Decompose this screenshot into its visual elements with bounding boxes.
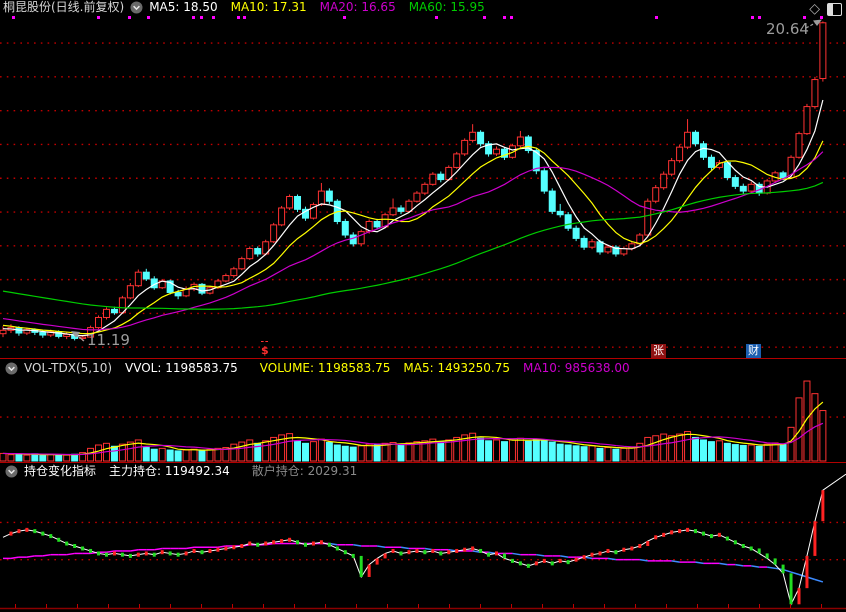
collapse-holdings-panel-button[interactable] bbox=[5, 465, 18, 478]
volume-panel-header: VOL-TDX(5,10) VVOL: 1198583.75 VOLUME: 1… bbox=[3, 361, 630, 375]
collapse-main-chart-button[interactable] bbox=[130, 1, 143, 14]
volume-ma5-label: MA5: 1493250.75 bbox=[403, 361, 510, 375]
holdings-panel-header: 持仓变化指标 主力持仓: 119492.34 散户持仓: 2029.31 bbox=[3, 464, 357, 478]
ma10-label: MA10: 17.31 bbox=[230, 0, 307, 14]
volume-ma10-label: MA10: 985638.00 bbox=[523, 361, 630, 375]
low-price-label: 11.19 bbox=[87, 331, 130, 349]
ma5-label: MA5: 18.50 bbox=[149, 0, 218, 14]
main-holdings-value: 主力持仓: 119492.34 bbox=[109, 464, 230, 478]
stock-title: 桐昆股份(日线.前复权) bbox=[3, 0, 125, 14]
high-price-label: 20.64 bbox=[766, 20, 809, 38]
news-badge-cai[interactable]: 财 bbox=[746, 344, 761, 358]
news-badge-zhang[interactable]: 张 bbox=[651, 344, 666, 358]
chevron-down-icon bbox=[5, 465, 18, 477]
holdings-indicator-name: 持仓变化指标 bbox=[24, 464, 97, 478]
dividend-marker[interactable]: $ bbox=[261, 341, 269, 356]
ma60-label: MA60: 15.95 bbox=[408, 0, 485, 14]
split-window-icon[interactable] bbox=[827, 2, 842, 16]
chevron-down-icon bbox=[130, 1, 143, 13]
volume-value: VOLUME: 1198583.75 bbox=[259, 361, 391, 375]
chevron-down-icon bbox=[5, 362, 18, 374]
volume-indicator-name: VOL-TDX(5,10) bbox=[24, 361, 113, 375]
panel-separator bbox=[0, 462, 846, 463]
ma20-label: MA20: 16.65 bbox=[319, 0, 396, 14]
panel-separator bbox=[0, 358, 846, 359]
retail-holdings-value: 散户持仓: 2029.31 bbox=[251, 464, 358, 478]
main-chart-header: 桐昆股份(日线.前复权) MA5: 18.50 MA10: 17.31 MA20… bbox=[3, 0, 485, 14]
collapse-volume-panel-button[interactable] bbox=[5, 362, 18, 375]
window-tools: ◇ bbox=[809, 2, 842, 16]
diamond-icon[interactable]: ◇ bbox=[809, 1, 820, 17]
vvol-value: VVOL: 1198583.75 bbox=[125, 361, 238, 375]
